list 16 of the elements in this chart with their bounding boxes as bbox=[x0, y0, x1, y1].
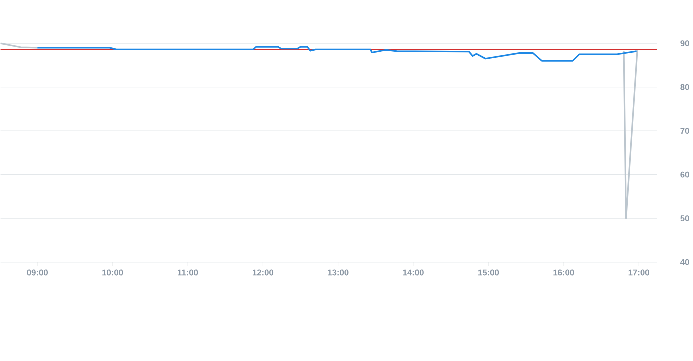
y-tick-label: 60 bbox=[680, 172, 690, 178]
y-tick-label: 50 bbox=[680, 215, 690, 222]
y-tick-label: 40 bbox=[680, 259, 690, 266]
x-tick-label: 12:00 bbox=[252, 270, 274, 276]
x-tick-label: 17:00 bbox=[628, 270, 650, 276]
x-tick-label: 13:00 bbox=[328, 270, 349, 276]
line-series bbox=[36, 46, 638, 62]
y-tick-label: 90 bbox=[680, 40, 690, 46]
x-tick-label: 15:00 bbox=[478, 270, 500, 276]
y-tick-label: 80 bbox=[680, 84, 690, 90]
x-tick-label: 11:00 bbox=[178, 270, 198, 276]
y-tick-label: 70 bbox=[680, 128, 690, 134]
x-tick-label: 10:00 bbox=[102, 270, 124, 276]
x-tick-label: 09:00 bbox=[27, 270, 48, 276]
x-tick-label: 14:00 bbox=[403, 270, 424, 276]
x-tick-label: 16:00 bbox=[554, 270, 574, 276]
